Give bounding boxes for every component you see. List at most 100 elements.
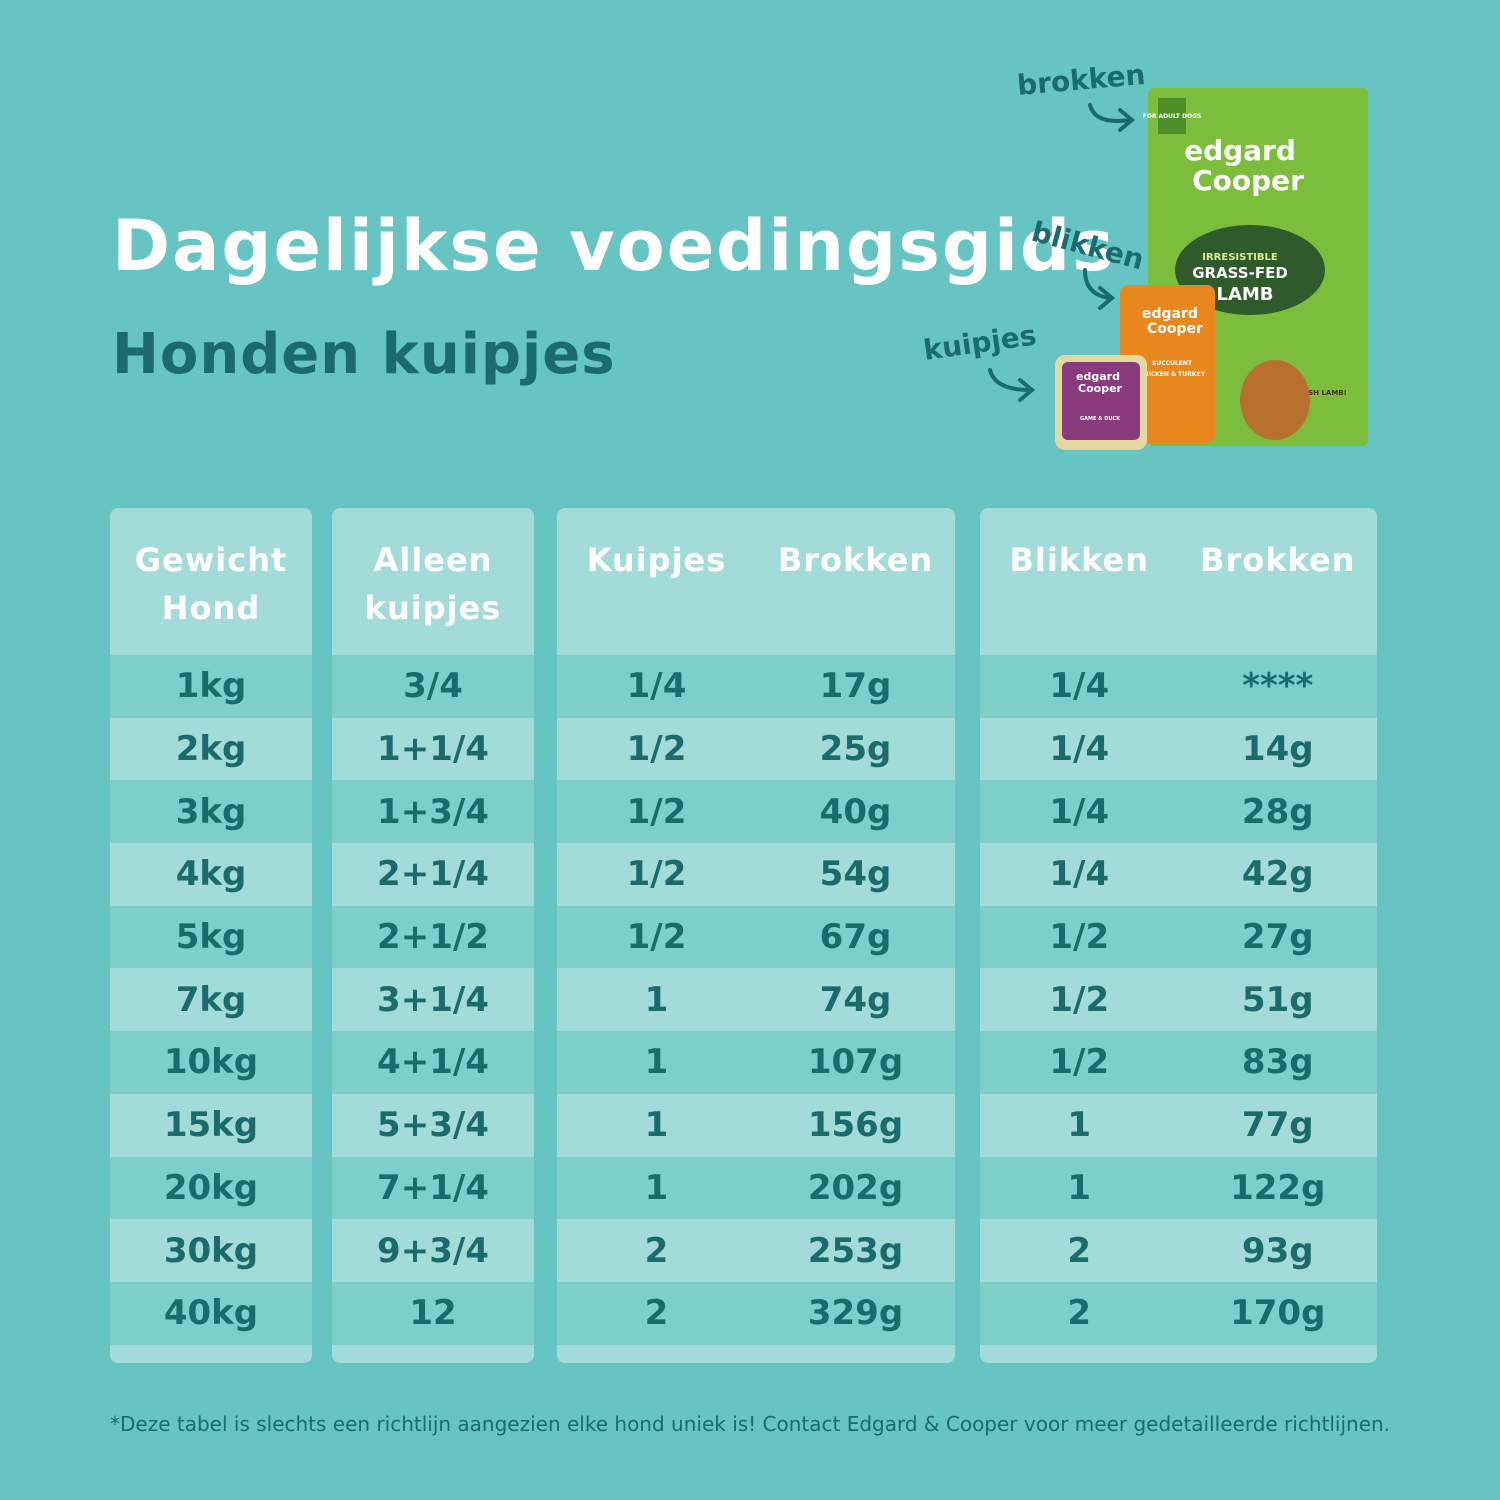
table-cell: 4kg <box>175 854 247 895</box>
table-cell: 7+1/4 <box>377 1167 489 1208</box>
table-row: 1/2 83g <box>980 1031 1377 1094</box>
table-cell: 12 <box>409 1293 457 1334</box>
table-cell: 2 <box>644 1293 669 1334</box>
table-cell: 14g <box>1241 729 1314 770</box>
table-row: 2 170g <box>980 1281 1377 1345</box>
table-panel: Gewicht Hond 1kg 2kg 3kg 4kg 5kg 7kg 10kg 15kg 20… <box>110 508 312 1363</box>
table-cell: 5+3/4 <box>377 1105 489 1146</box>
table-row: 40kg <box>110 1281 312 1345</box>
table-cell: 1 <box>1067 1105 1092 1146</box>
table-cell: 1/2 <box>1049 1042 1110 1083</box>
table-cell: 93g <box>1241 1230 1314 1271</box>
table-cell: 30kg <box>163 1230 259 1271</box>
table-cell: 25g <box>819 729 892 770</box>
table-row: 7kg <box>110 968 312 1031</box>
table-cell: 74g <box>819 979 892 1020</box>
table-cell: 3/4 <box>403 666 463 707</box>
column-header: Kuipjes <box>586 541 727 579</box>
table-row: 1 107g <box>557 1031 955 1094</box>
table-cell: 67g <box>819 917 892 958</box>
table-row: 1/2 25g <box>557 718 955 781</box>
table-cell: 1+3/4 <box>377 791 489 832</box>
table-row: 1 77g <box>980 1094 1377 1157</box>
table-cell: 51g <box>1241 979 1314 1020</box>
table-row: 1kg <box>110 655 312 718</box>
arrow-label: blikken <box>1028 215 1147 277</box>
table-row: 2+1/4 <box>332 843 534 906</box>
table-row: 1/2 51g <box>980 968 1377 1031</box>
table-cell: 20kg <box>163 1167 259 1208</box>
table-cell: 2 <box>1067 1230 1092 1271</box>
table-cell: 28g <box>1241 791 1314 832</box>
table-cell: 40g <box>819 791 892 832</box>
column-header: Gewicht Hond <box>134 541 288 627</box>
table-row: 1/2 40g <box>557 780 955 844</box>
table-row: 2 253g <box>557 1219 955 1282</box>
table-row: 15kg <box>110 1094 312 1157</box>
table-cell: 1kg <box>175 666 247 707</box>
table-cell: 2+1/2 <box>377 917 489 958</box>
table-row: 1/4 **** <box>980 655 1377 718</box>
table-row: 1/2 67g <box>557 905 955 969</box>
table-cell: 1/4 <box>1049 791 1110 832</box>
table-row: 1/4 28g <box>980 780 1377 844</box>
table-row: 1 156g <box>557 1094 955 1157</box>
table-row: 1/4 42g <box>980 843 1377 906</box>
table-cell: 2kg <box>175 729 247 770</box>
table-row: 3+1/4 <box>332 968 534 1031</box>
table-cell: 5kg <box>175 917 247 958</box>
table-cell: 54g <box>819 854 892 895</box>
can-text: Cooper <box>1147 321 1203 337</box>
table-cell: 1 <box>644 1042 669 1083</box>
panel-header: Gewicht Hond <box>110 508 312 655</box>
table-cell: 4+1/4 <box>377 1042 489 1083</box>
table-cell: 2 <box>644 1230 669 1271</box>
arrow-label: brokken <box>1016 58 1147 102</box>
panel-header: Alleen kuipjes <box>332 508 534 655</box>
table-row: 12 <box>332 1281 534 1345</box>
bag-text: LAMB <box>1216 284 1273 305</box>
table-cell: 1 <box>1067 1167 1092 1208</box>
table-cell: 156g <box>807 1105 904 1146</box>
table-panel: Kuipjes Brokken 1/4 17g 1/2 25g 1/2 40g 1/2 54g 1/… <box>557 508 955 1363</box>
column-header: Alleen kuipjes <box>364 541 502 627</box>
can-text: SUCCULENT <box>1152 360 1193 367</box>
table-cell: 1/2 <box>1049 917 1110 958</box>
table-cell: 3+1/4 <box>377 979 489 1020</box>
bag-badge <box>1158 98 1186 134</box>
table-cell: 1/2 <box>626 729 687 770</box>
bag-text: IRRESISTIBLE <box>1202 252 1278 263</box>
column-header: Brokken <box>1200 541 1356 579</box>
table-cell: 170g <box>1230 1293 1326 1334</box>
table-row: 20kg <box>110 1156 312 1220</box>
table-row: 2 329g <box>557 1281 955 1345</box>
table-row: 4+1/4 <box>332 1031 534 1094</box>
table-cell: 1/2 <box>1049 979 1110 1020</box>
table-row: 1+1/4 <box>332 718 534 781</box>
panel-header: Blikken Brokken <box>980 508 1377 655</box>
table-row: 2kg <box>110 718 312 781</box>
table-cell: 77g <box>1241 1105 1314 1146</box>
table-row: 2 93g <box>980 1219 1377 1282</box>
table-row: 1/2 54g <box>557 843 955 906</box>
table-cell: 1/4 <box>1049 854 1110 895</box>
can-text: CHICKEN & TURKEY <box>1139 371 1206 378</box>
dog <box>1240 360 1310 440</box>
table-cell: 27g <box>1241 917 1314 958</box>
table-row: 1/4 17g <box>557 655 955 718</box>
column-header: Brokken <box>777 541 934 579</box>
product-art: FOR ADULT DOGS edgard Cooper IRRESISTIBL… <box>921 58 1368 450</box>
table-row: 3/4 <box>332 655 534 718</box>
table-cell: 122g <box>1230 1167 1326 1208</box>
arrow-label: kuipjes <box>921 318 1038 366</box>
tray-text: edgard <box>1076 370 1120 383</box>
table-cell: 1 <box>644 979 669 1020</box>
table-row: 3kg <box>110 780 312 844</box>
table-cell: 9+3/4 <box>377 1230 489 1271</box>
table-cell: 83g <box>1241 1042 1314 1083</box>
table-cell: 10kg <box>163 1042 259 1083</box>
table-row: 4kg <box>110 843 312 906</box>
table-cell: 329g <box>807 1293 904 1334</box>
table-cell: 15kg <box>163 1105 259 1146</box>
